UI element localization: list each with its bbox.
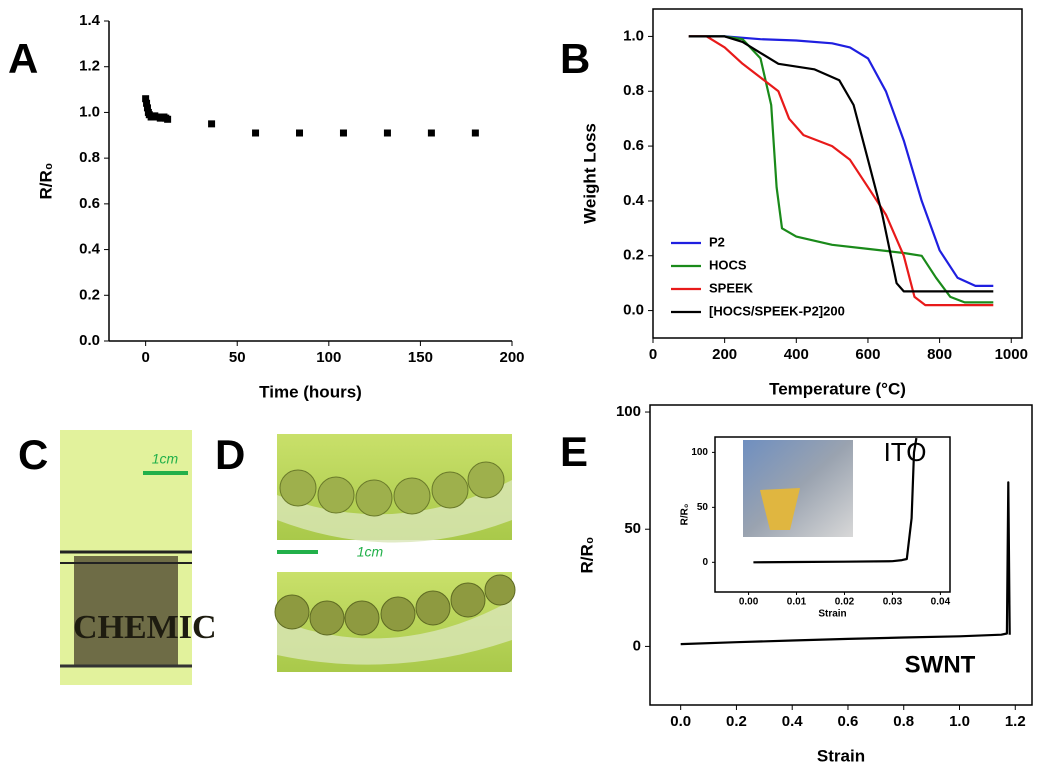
- y-tick-label: 0: [702, 557, 708, 568]
- y-tick-label: 1.0: [79, 103, 100, 120]
- plot-frame: [649, 404, 1033, 706]
- y-axis-label: R/R₀: [577, 537, 596, 574]
- y-tick-label: 1.0: [623, 27, 644, 44]
- x-tick-label: 0.4: [782, 713, 804, 730]
- y-tick-label: 1.2: [79, 58, 100, 75]
- point: [383, 129, 391, 137]
- x-tick-label: 0.01: [787, 597, 807, 608]
- y-axis-label: R/R₀: [680, 504, 691, 526]
- y-tick-label: 50: [697, 502, 709, 513]
- x-tick-label: 800: [927, 346, 952, 363]
- y-tick-label: 0.2: [79, 286, 100, 303]
- panel-label: B: [560, 35, 590, 82]
- x-axis-label: Temperature (°C): [769, 379, 906, 398]
- x-tick-label: 0.6: [838, 713, 859, 730]
- photo-d: 1cm: [274, 434, 516, 672]
- y-tick-label: 1.4: [79, 12, 101, 29]
- y-tick-label: 0.0: [79, 332, 100, 349]
- point: [143, 99, 151, 107]
- x-tick-label: 0.2: [726, 713, 747, 730]
- x-tick-label: 0: [649, 346, 657, 363]
- plot-frame: [652, 8, 1023, 339]
- panel-label: C: [18, 431, 48, 478]
- legend-label: SPEEK: [709, 280, 754, 295]
- x-tick-label: 0.03: [883, 597, 903, 608]
- panel-label: D: [215, 431, 245, 478]
- scale-label: 1cm: [357, 544, 384, 560]
- photo-c: 1cm CHEMIC: [60, 430, 217, 685]
- point: [143, 104, 151, 112]
- legend-label: P2: [709, 234, 725, 249]
- line: [753, 437, 918, 564]
- x-tick-label: 1.0: [949, 713, 970, 730]
- legend-label: HOCS: [709, 257, 747, 272]
- y-tick-label: 0.6: [623, 137, 644, 154]
- x-tick-label: 1.2: [1005, 713, 1026, 730]
- y-tick-label: 0.2: [623, 247, 644, 264]
- x-tick-label: 200: [499, 349, 524, 366]
- line: [688, 35, 994, 287]
- point: [339, 129, 347, 137]
- x-tick-label: 0.8: [893, 713, 914, 730]
- x-tick-label: 150: [408, 349, 433, 366]
- y-tick-label: 0.6: [79, 195, 100, 212]
- x-tick-label: 0.02: [835, 597, 855, 608]
- point: [142, 95, 150, 103]
- point: [471, 129, 479, 137]
- x-tick-label: 400: [784, 346, 809, 363]
- x-tick-label: 0.04: [931, 597, 951, 608]
- y-axis-label: Weight Loss: [580, 123, 599, 224]
- y-tick-label: 0.4: [79, 241, 101, 258]
- x-tick-label: 600: [855, 346, 880, 363]
- line: [688, 35, 994, 307]
- x-axis-label: Strain: [818, 609, 846, 620]
- legend-label: [HOCS/SPEEK-P2]200: [709, 303, 845, 318]
- point: [296, 129, 304, 137]
- y-tick-label: 0.8: [79, 149, 100, 166]
- annotation: ITO: [884, 437, 927, 467]
- annotation: SWNT: [905, 651, 976, 678]
- y-tick-label: 0.0: [623, 302, 644, 319]
- x-axis-label: Time (hours): [259, 382, 362, 401]
- line: [680, 481, 1011, 646]
- y-tick-label: 50: [624, 520, 641, 537]
- x-tick-label: 0: [141, 349, 149, 366]
- point: [164, 115, 172, 123]
- line: [688, 35, 994, 293]
- y-tick-label: 0: [633, 637, 641, 654]
- point: [252, 129, 260, 137]
- x-tick-label: 50: [229, 349, 246, 366]
- panel-label: E: [560, 428, 588, 475]
- y-tick-label: 100: [691, 447, 708, 458]
- plot-frame: [714, 436, 951, 593]
- inset-photo: [743, 440, 853, 537]
- y-tick-label: 0.4: [623, 192, 645, 209]
- panel-label: A: [8, 35, 38, 82]
- y-tick-label: 0.8: [623, 82, 644, 99]
- x-axis-label: Strain: [817, 746, 865, 765]
- x-tick-label: 0.0: [670, 713, 691, 730]
- scale-label: 1cm: [152, 451, 179, 467]
- point: [208, 120, 216, 128]
- photo-text: CHEMIC: [73, 609, 217, 646]
- line: [688, 35, 994, 304]
- x-tick-label: 0.00: [739, 597, 759, 608]
- y-axis-label: R/R₀: [36, 163, 55, 200]
- x-tick-label: 200: [712, 346, 737, 363]
- point: [427, 129, 435, 137]
- x-tick-label: 100: [316, 349, 341, 366]
- y-tick-label: 100: [616, 403, 641, 420]
- x-tick-label: 1000: [995, 346, 1028, 363]
